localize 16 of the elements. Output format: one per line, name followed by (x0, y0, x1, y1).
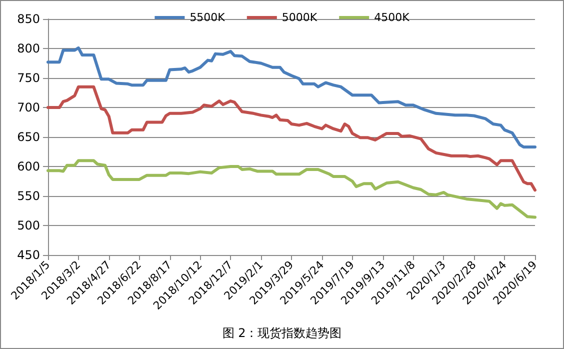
y-tick-label: 700 (17, 100, 40, 114)
legend-label: 4500K (374, 11, 410, 24)
caption: 图 2：现货指数趋势图 (221, 325, 343, 342)
line-series (46, 159, 536, 219)
legend-label: 5000K (282, 11, 318, 24)
legend-label: 5500K (190, 11, 226, 24)
y-tick-label: 800 (17, 42, 40, 56)
y-tick-label: 600 (17, 160, 40, 174)
y-tick-label: 850 (17, 12, 40, 26)
y-tick-label: 650 (17, 130, 40, 144)
y-tick-label: 500 (17, 218, 40, 232)
y-tick-label: 750 (17, 71, 40, 85)
y-tick-label: 550 (17, 189, 40, 203)
line-series (46, 46, 536, 149)
y-tick-label: 450 (17, 248, 40, 262)
line-series (46, 85, 536, 192)
